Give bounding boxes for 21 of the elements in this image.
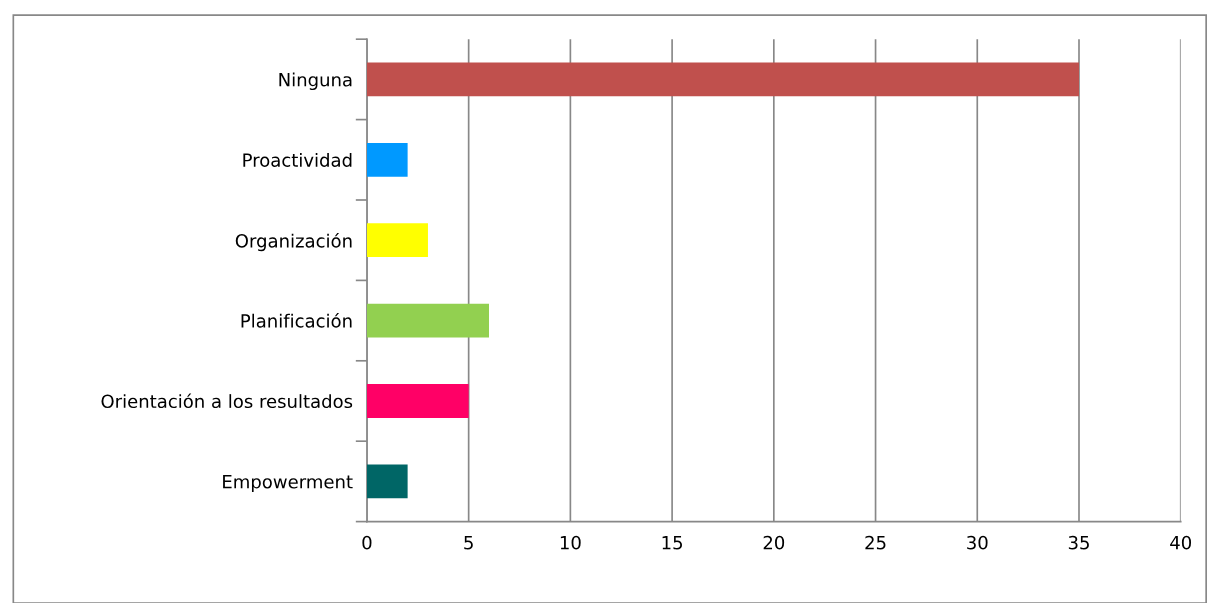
bar <box>366 384 469 418</box>
x-tick-label: 10 <box>560 535 581 550</box>
x-tick-label: 20 <box>763 535 785 550</box>
y-tick-label: Orientación a los resultados <box>101 393 353 409</box>
bar <box>366 142 408 177</box>
bar <box>366 62 1079 97</box>
y-tick-label: Empowerment <box>223 475 353 493</box>
bar <box>366 303 489 338</box>
x-tick-label: 0 <box>362 535 372 550</box>
x-tick-label: 5 <box>464 536 473 550</box>
bar <box>366 464 408 499</box>
x-tick-label: 30 <box>967 535 988 550</box>
y-tick-label: Ninguna <box>279 72 352 91</box>
x-tick-label: 35 <box>1068 535 1089 550</box>
y-tick-label: Proactividad <box>243 152 352 167</box>
y-tick-label: Planificación <box>241 313 352 328</box>
x-tick-label: 25 <box>865 535 886 550</box>
x-tick-label: 15 <box>662 536 683 550</box>
x-tick-label: 40 <box>1170 535 1192 550</box>
bar <box>366 223 428 258</box>
y-tick-label: Organización <box>235 232 352 252</box>
